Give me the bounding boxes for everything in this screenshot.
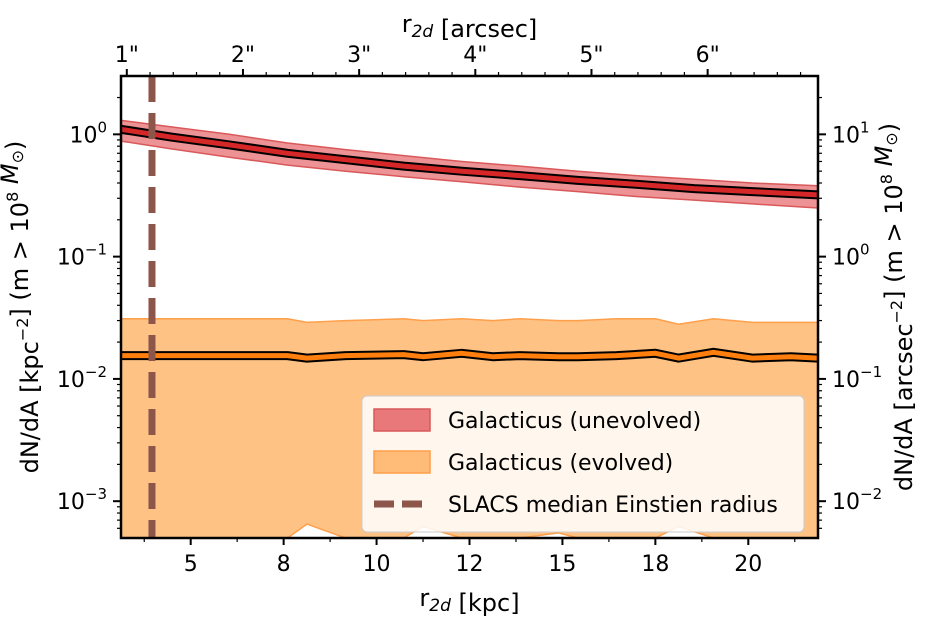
y-axis-label: dN/dA [kpc−2] (m > 108 M⊙) <box>0 141 44 474</box>
y-tick-label: 10−1 <box>57 241 107 271</box>
top-tick-label: 3" <box>347 43 371 68</box>
legend-swatch <box>373 450 431 474</box>
x-tick-label: 10 <box>363 552 391 577</box>
right-axis: 10−2 10−1 100 101 <box>818 96 882 529</box>
right-tick-label: 10−1 <box>832 363 882 393</box>
legend: Galacticus (unevolved) Galacticus (evolve… <box>361 395 805 533</box>
right-axis-label: dN/dA [arcsec−2] (m > 108 M⊙) <box>870 123 918 491</box>
x-tick-label: 18 <box>641 552 669 577</box>
line-galacticus-unevolved <box>121 126 818 198</box>
top-tick-label: 5" <box>579 43 603 68</box>
top-tick-label: 2" <box>231 43 255 68</box>
x-axis: 5 8 10 12 15 18 20 <box>143 538 796 577</box>
top-axis: 1" 2" 3" 4" 5" 6" <box>115 43 802 76</box>
legend-box <box>361 395 805 533</box>
right-tick-label: 101 <box>832 118 870 148</box>
top-tick-label: 6" <box>696 43 720 68</box>
top-axis-label: r2d [arcsec] <box>402 10 538 43</box>
y-tick-label: 100 <box>69 118 107 148</box>
top-tick-label: 4" <box>463 43 487 68</box>
x-tick-label: 8 <box>277 552 291 577</box>
band-galacticus-unevolved <box>121 119 818 209</box>
y-axis: 10−3 10−2 10−1 100 <box>57 96 121 529</box>
top-tick-label: 1" <box>115 43 139 68</box>
x-tick-label: 20 <box>734 552 762 577</box>
axis-labels: r2d [kpc] r2d [arcsec] dN/dA [kpc−2] (m > … <box>0 10 918 617</box>
legend-label: SLACS median Einstien radius <box>448 493 778 518</box>
x-tick-label: 15 <box>548 552 576 577</box>
line-galacticus-evolved <box>121 349 818 361</box>
x-axis-label: r2d [kpc] <box>419 584 519 617</box>
y-tick-label: 10−3 <box>57 485 107 515</box>
y-tick-label: 10−2 <box>57 363 107 393</box>
legend-label: Galacticus (unevolved) <box>448 409 701 434</box>
x-tick-label: 5 <box>184 552 198 577</box>
legend-swatch <box>373 408 431 432</box>
right-tick-label: 100 <box>832 241 870 271</box>
right-tick-label: 10−2 <box>832 485 882 515</box>
legend-label: Galacticus (evolved) <box>448 451 673 476</box>
x-tick-label: 12 <box>456 552 484 577</box>
